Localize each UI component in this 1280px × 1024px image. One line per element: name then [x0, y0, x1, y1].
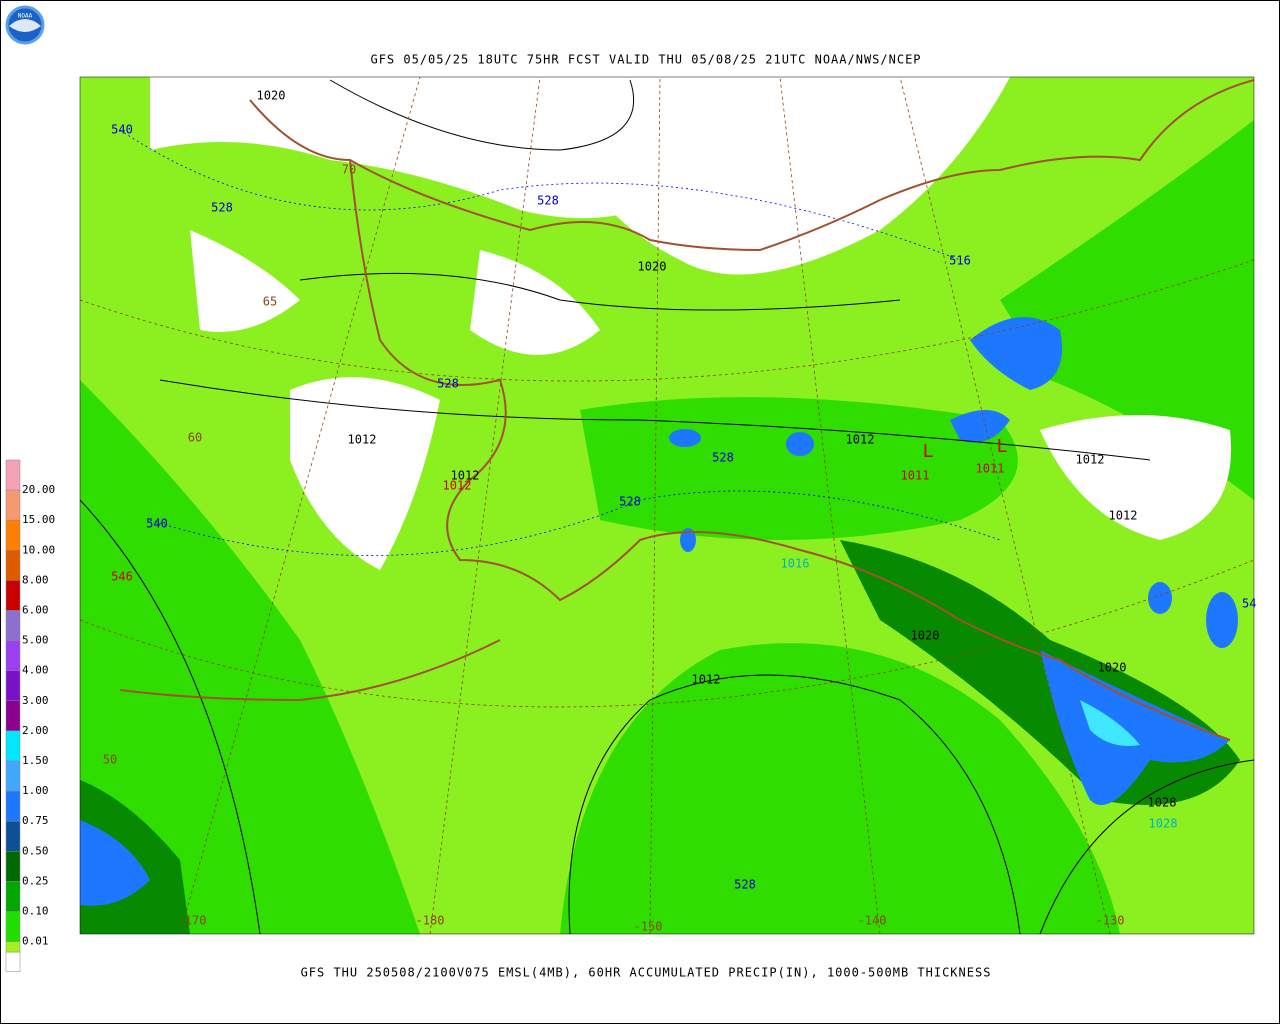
low-marker: L	[997, 436, 1008, 457]
logo-text: NOAA	[18, 13, 33, 20]
grid-label: 60	[188, 431, 202, 445]
grid-label: 50	[103, 753, 117, 767]
legend-label: 0.01	[22, 935, 49, 948]
contour-label: 1012	[692, 673, 721, 687]
low-label: 1011	[901, 469, 930, 483]
contour-label: 1012	[846, 433, 875, 447]
map: 1020 540 528 70 528 1020 516 65 528 60 1…	[79, 76, 1257, 935]
legend-swatch	[5, 851, 21, 882]
legend-swatch	[5, 519, 21, 551]
title: GFS 05/05/25 18UTC 75HR FCST VALID THU 0…	[370, 53, 921, 67]
contour-label: 528	[437, 377, 459, 391]
grid-label: 65	[263, 295, 277, 309]
legend-label: 0.10	[22, 905, 49, 918]
legend-label: 1.00	[22, 784, 49, 797]
legend-swatch	[5, 881, 21, 912]
grid-label: -150	[634, 920, 663, 934]
legend-label: 8.00	[22, 573, 49, 586]
caption: GFS THU 250508/2100V075 EMSL(4MB), 60HR …	[301, 966, 992, 980]
map-labels: 1020 540 528 70 528 1020 516 65 528 60 1…	[103, 89, 1257, 934]
contour-label: 1012	[451, 469, 480, 483]
low-label: 1012	[443, 479, 472, 493]
legend: 20.00 15.00 10.00 8.00 6.00 5.00 4.00 3.00 2.00 1…	[5, 459, 55, 972]
contour-label: 540	[146, 517, 168, 531]
contour-label: 1020	[1098, 661, 1127, 675]
grid-label: -170	[178, 914, 207, 928]
legend-swatch	[5, 760, 21, 792]
legend-label: 15.00	[22, 513, 55, 526]
grid-label: -140	[858, 914, 887, 928]
grid-label: -180	[416, 914, 445, 928]
legend-swatch	[5, 459, 21, 491]
legend-label: 4.00	[22, 664, 49, 677]
legend-label: 6.00	[22, 604, 49, 617]
logo: NOAA	[5, 5, 45, 45]
legend-label: 20.00	[22, 483, 55, 496]
legend-label: 3.00	[22, 694, 49, 707]
legend-swatch	[5, 550, 21, 581]
legend-label: 10.00	[22, 543, 55, 556]
contour-label: 1020	[911, 629, 940, 643]
legend-swatch	[5, 730, 21, 762]
legend-label: 0.75	[22, 814, 49, 827]
legend-swatch	[5, 790, 21, 822]
contour-label: 528	[619, 495, 641, 509]
contour-label: 528	[712, 451, 734, 465]
legend-label: 0.25	[22, 874, 49, 887]
contour-label: 546	[111, 570, 133, 584]
legend-swatch	[5, 610, 21, 641]
contour-label: 528	[734, 878, 756, 892]
legend-label: 5.00	[22, 634, 49, 647]
grid-label: -130	[1096, 914, 1125, 928]
contour-label: 1020	[257, 89, 286, 103]
low-marker: L	[923, 441, 934, 462]
low-label: 1011	[976, 462, 1005, 476]
legend-swatch	[5, 580, 21, 611]
contour-label: 528	[211, 201, 233, 215]
contour-label: 1020	[638, 260, 667, 274]
legend-label: 1.50	[22, 754, 49, 767]
contour-label: 54	[1242, 597, 1256, 611]
contour-label: 516	[949, 254, 971, 268]
contour-label: 1012	[1109, 509, 1138, 523]
contour-label: 528	[537, 194, 559, 208]
contour-label: 1028	[1148, 796, 1177, 810]
legend-swatch	[5, 640, 21, 671]
legend-swatch	[5, 820, 21, 852]
legend-label: 0.50	[22, 844, 49, 857]
contour-label: 1012	[348, 433, 377, 447]
legend-swatch	[5, 489, 21, 521]
legend-swatch	[5, 700, 21, 732]
legend-swatch	[5, 951, 21, 972]
legend-label: 2.00	[22, 724, 49, 737]
contour-label: 540	[111, 123, 133, 137]
grid-label: 70	[342, 163, 356, 177]
contour-label: 1012	[1076, 453, 1105, 467]
legend-swatch	[5, 670, 21, 702]
contour-label: 1016	[781, 557, 810, 571]
legend-swatch	[5, 941, 21, 953]
contour-label: 1028	[1149, 817, 1178, 831]
legend-swatch	[5, 911, 21, 942]
